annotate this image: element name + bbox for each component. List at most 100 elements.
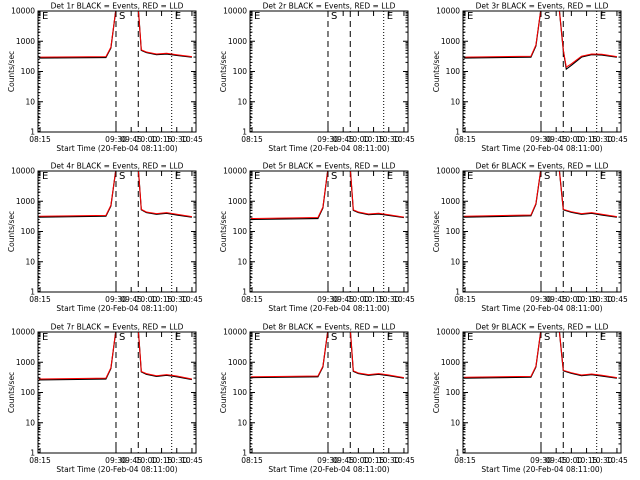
y-axis-label: Counts/sec xyxy=(7,211,16,252)
marker-label: E xyxy=(254,171,260,182)
plot-frame xyxy=(462,170,622,293)
x-axis-label: Start Time (20-Feb-04 08:11:00) xyxy=(481,144,602,153)
events-series-line xyxy=(463,11,617,71)
x-tick-label: 09:45 xyxy=(332,295,354,304)
panel-title: Det 1r BLACK = Events, RED = LLD xyxy=(51,2,184,11)
x-tick-label: 10:15 xyxy=(363,295,385,304)
x-tick-label: 10:30 xyxy=(166,295,188,304)
x-tick-label: 10:00 xyxy=(348,456,370,465)
plot-frame xyxy=(249,10,409,133)
marker-label: E xyxy=(254,11,260,22)
y-tick-label: 10000 xyxy=(436,7,460,16)
marker-label: S xyxy=(544,332,550,343)
x-tick-label: 09:45 xyxy=(332,456,354,465)
x-tick-label: 10:15 xyxy=(151,135,173,144)
y-tick-label: 10 xyxy=(450,97,460,106)
x-tick-label: 10:00 xyxy=(348,295,370,304)
x-tick-label: 10:45 xyxy=(393,295,415,304)
y-tick-label: 1 xyxy=(30,449,35,458)
marker-label: S xyxy=(119,171,125,182)
x-tick-label: 10:15 xyxy=(363,456,385,465)
y-tick-label: 100 xyxy=(233,388,248,397)
panel-title: Det 9r BLACK = Events, RED = LLD xyxy=(476,323,609,332)
y-tick-label: 1000 xyxy=(16,197,35,206)
x-tick-label: 10:00 xyxy=(136,456,158,465)
y-tick-label: 10000 xyxy=(436,328,460,337)
y-tick-label: 100 xyxy=(233,227,248,236)
x-axis-label: Start Time (20-Feb-04 08:11:00) xyxy=(268,465,389,474)
x-tick-label: 10:00 xyxy=(561,456,583,465)
marker-label: S xyxy=(544,171,550,182)
x-tick-label: 08:15 xyxy=(454,135,476,144)
marker-label: E xyxy=(175,332,181,343)
y-tick-label: 10000 xyxy=(11,328,35,337)
x-tick-label: 10:30 xyxy=(166,456,188,465)
marker-label: E xyxy=(600,332,606,343)
x-tick-label: 08:15 xyxy=(29,135,51,144)
x-tick-label: 09:30 xyxy=(105,456,127,465)
y-tick-label: 1 xyxy=(242,128,247,137)
x-tick-label: 08:15 xyxy=(454,295,476,304)
x-tick-label: 08:15 xyxy=(29,456,51,465)
x-axis-label: Start Time (20-Feb-04 08:11:00) xyxy=(268,304,389,313)
x-tick-label: 09:30 xyxy=(105,135,127,144)
y-axis-label: Counts/sec xyxy=(432,51,441,92)
y-tick-label: 1 xyxy=(30,128,35,137)
y-tick-label: 1000 xyxy=(441,197,460,206)
marker-label: S xyxy=(544,11,550,22)
x-tick-label: 10:15 xyxy=(151,456,173,465)
y-tick-label: 1 xyxy=(455,449,460,458)
marker-label: E xyxy=(387,11,393,22)
lld-series-line xyxy=(38,11,192,58)
y-axis-label: Counts/sec xyxy=(432,211,441,252)
y-tick-label: 1 xyxy=(30,288,35,297)
marker-label: E xyxy=(467,332,473,343)
marker-label: E xyxy=(387,332,393,343)
y-tick-label: 10000 xyxy=(223,7,247,16)
x-tick-label: 10:45 xyxy=(393,456,415,465)
lld-series-line xyxy=(250,171,404,219)
y-tick-label: 100 xyxy=(21,67,36,76)
x-tick-label: 09:45 xyxy=(545,295,567,304)
y-tick-label: 100 xyxy=(21,227,36,236)
x-tick-label: 10:15 xyxy=(151,295,173,304)
lld-series-line xyxy=(250,332,404,379)
y-tick-label: 1000 xyxy=(228,197,247,206)
y-tick-label: 1 xyxy=(242,449,247,458)
marker-label: E xyxy=(42,11,48,22)
marker-label: E xyxy=(175,171,181,182)
marker-label: E xyxy=(600,171,606,182)
y-axis-label: Counts/sec xyxy=(219,372,228,413)
plot-frame xyxy=(249,331,409,454)
marker-label: E xyxy=(42,332,48,343)
y-axis-label: Counts/sec xyxy=(7,51,16,92)
panel-title: Det 3r BLACK = Events, RED = LLD xyxy=(476,2,609,11)
lld-series-line xyxy=(38,332,192,380)
panel-title: Det 6r BLACK = Events, RED = LLD xyxy=(476,162,609,171)
y-tick-label: 10 xyxy=(450,257,460,266)
x-axis-label: Start Time (20-Feb-04 08:11:00) xyxy=(56,304,177,313)
x-tick-label: 08:15 xyxy=(241,456,263,465)
x-tick-label: 10:30 xyxy=(591,456,613,465)
marker-label: E xyxy=(42,171,48,182)
x-tick-label: 09:30 xyxy=(530,456,552,465)
x-tick-label: 08:15 xyxy=(29,295,51,304)
x-tick-label: 10:45 xyxy=(393,135,415,144)
panel-title: Det 2r BLACK = Events, RED = LLD xyxy=(263,2,396,11)
y-tick-label: 10000 xyxy=(11,7,35,16)
plot-frame xyxy=(462,331,622,454)
x-tick-label: 09:30 xyxy=(317,295,339,304)
x-tick-label: 09:30 xyxy=(530,295,552,304)
x-tick-label: 10:30 xyxy=(378,456,400,465)
x-axis-label: Start Time (20-Feb-04 08:11:00) xyxy=(56,465,177,474)
y-tick-label: 1000 xyxy=(228,37,247,46)
y-tick-label: 1 xyxy=(242,288,247,297)
y-tick-label: 100 xyxy=(233,67,248,76)
x-tick-label: 10:15 xyxy=(576,295,598,304)
